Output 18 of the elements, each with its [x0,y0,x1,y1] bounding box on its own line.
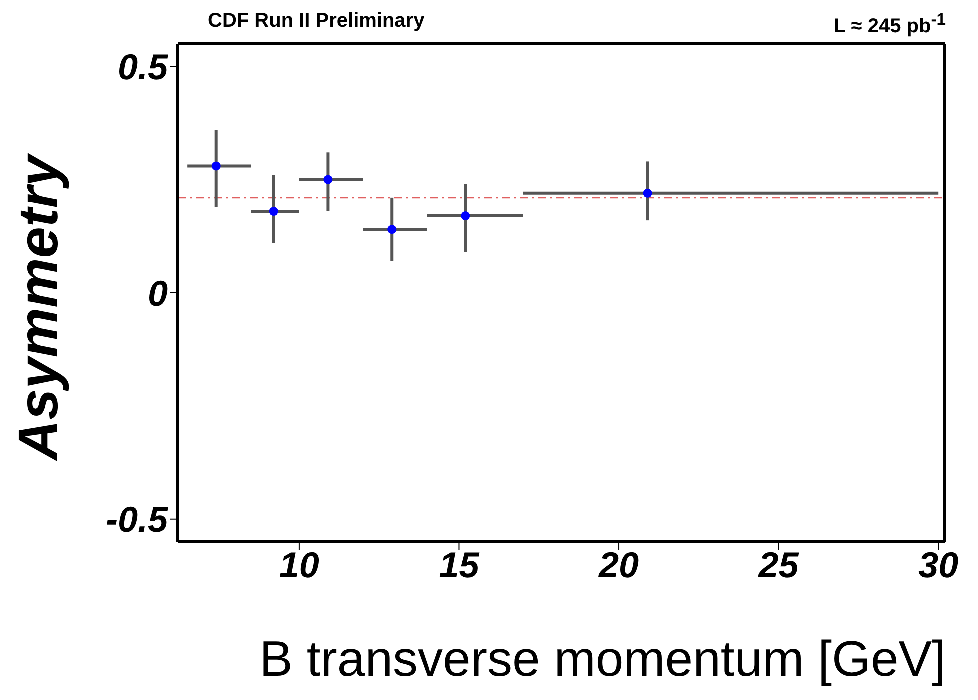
point [461,212,470,221]
y-axis-title: Asymmetry [6,155,70,461]
y-tick-label: -0.5 [106,499,169,540]
x-tick-label: 30 [918,544,959,586]
chart-title: CDF Run II Preliminary [208,10,425,33]
point [212,162,221,171]
x-tick-label: 25 [758,544,800,586]
point [324,175,333,184]
text: L ≈ 245 pb$^{-1}$ [834,10,946,39]
x-tick-label: 15 [439,544,480,586]
y-tick-label: 0.5 [118,46,169,88]
point [388,225,397,234]
x-axis-title: B transverse momentum [GeV] [260,630,946,688]
point [643,188,652,198]
x-tick-label: 10 [279,544,320,586]
x-tick-label: 20 [598,544,640,586]
y-tick-label: 0 [148,272,168,314]
point [269,207,278,216]
